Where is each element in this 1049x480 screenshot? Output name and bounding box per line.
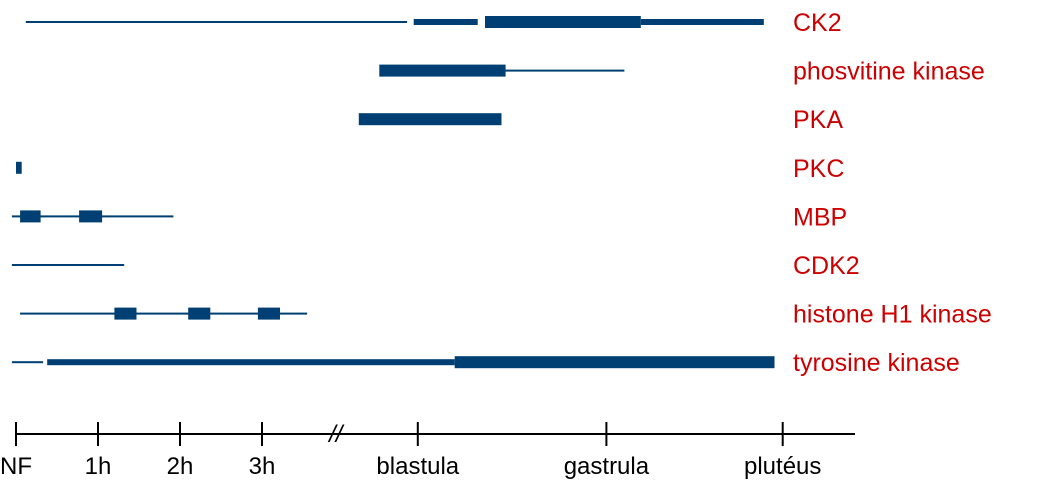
row-label: CDK2 <box>793 252 860 280</box>
tick-label: 3h <box>249 453 276 480</box>
activity-segment-thick <box>358 113 502 126</box>
activity-segment-thick <box>454 356 775 369</box>
activity-segment-thin <box>11 264 125 266</box>
activity-segment-medium <box>47 359 455 366</box>
tick-label: NF <box>0 453 32 480</box>
row-cdk2: CDK2 <box>11 252 860 280</box>
activity-segment-thin <box>25 21 408 23</box>
row-label: PKC <box>793 155 844 183</box>
axis-break-symbol: // <box>327 421 345 448</box>
activity-segment-thick <box>188 307 211 320</box>
row-phosvitine-kinase: phosvitine kinase <box>379 58 985 86</box>
row-pka: PKA <box>358 106 843 134</box>
row-ck2: CK2 <box>25 9 842 37</box>
row-label: PKA <box>793 106 843 134</box>
row-tyrosine-kinase: tyrosine kinase <box>11 349 960 377</box>
tick-label: 1h <box>85 453 112 480</box>
activity-segment-thick <box>257 307 280 320</box>
activity-segment-thin <box>505 69 625 72</box>
activity-segment-thick <box>20 210 41 223</box>
row-label: CK2 <box>793 9 842 37</box>
row-pkc: PKC <box>16 155 844 183</box>
time-axis: NF 1h 2h 3h blastula gastrula plutéus // <box>0 421 855 480</box>
tick-label: 2h <box>167 453 194 480</box>
activity-segment-medium <box>413 19 478 25</box>
activity-segment-thick <box>114 307 137 320</box>
tick-label: blastula <box>376 453 459 480</box>
activity-segment-thin <box>20 312 308 315</box>
activity-segment-thick <box>485 16 641 28</box>
rows-layer: CK2 phosvitine kinase PKA PKC MBP CDK2 histone… <box>11 9 992 377</box>
row-label: MBP <box>793 203 847 231</box>
row-mbp: MBP <box>11 203 847 231</box>
row-histone-h1-kinase: histone H1 kinase <box>20 301 992 329</box>
activity-segment-thin <box>11 361 44 364</box>
activity-segment-thick <box>16 161 22 174</box>
activity-segment-medium <box>640 19 764 25</box>
activity-segment-thick <box>379 64 506 77</box>
row-label: histone H1 kinase <box>793 301 992 329</box>
row-label: phosvitine kinase <box>793 58 985 86</box>
row-label: tyrosine kinase <box>793 349 960 377</box>
tick-label: plutéus <box>744 453 821 480</box>
activity-segment-thick <box>79 210 103 223</box>
tick-label: gastrula <box>564 453 650 480</box>
